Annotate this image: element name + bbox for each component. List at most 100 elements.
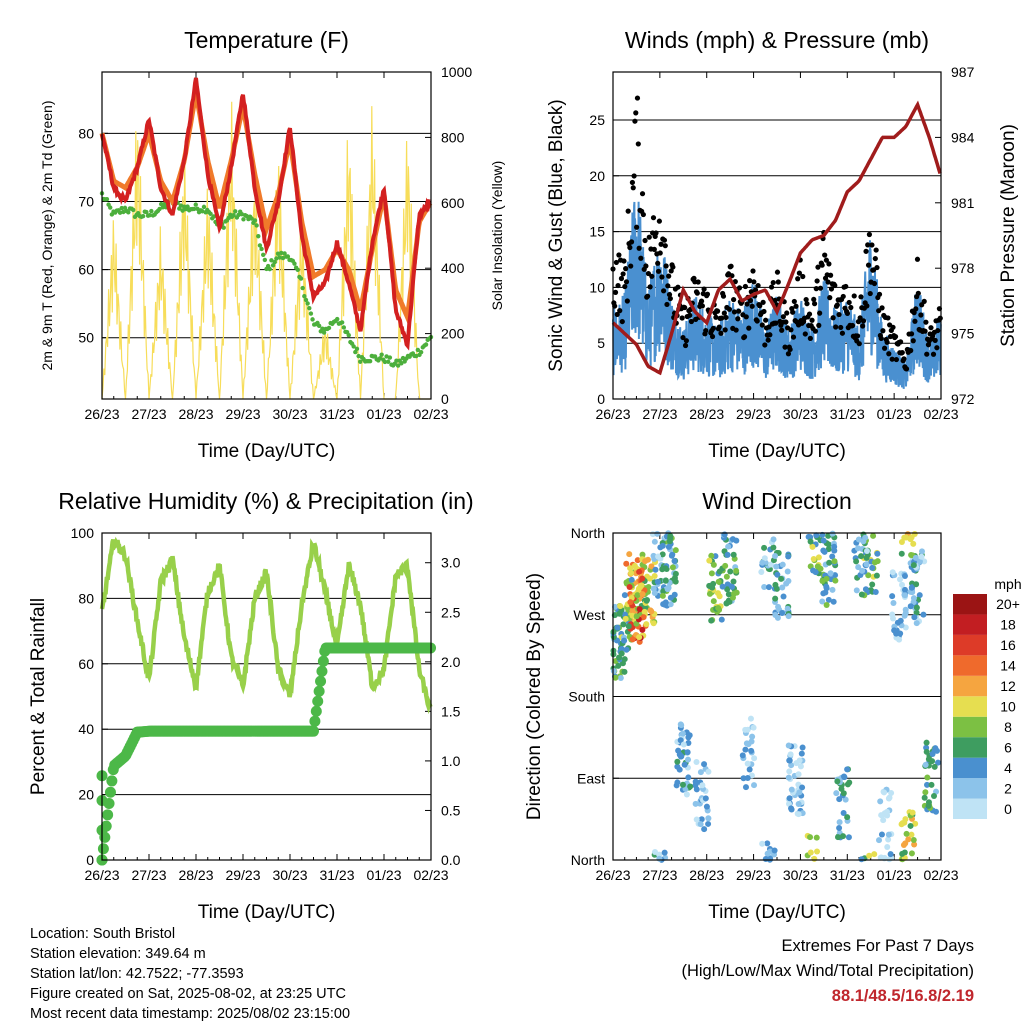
direction-point — [676, 766, 683, 773]
gust-point — [751, 279, 757, 285]
direction-point — [680, 741, 687, 748]
direction-point — [922, 761, 929, 768]
winds-y2tick-label: 975 — [951, 326, 975, 342]
direction-point — [885, 836, 892, 843]
dewpoint-point — [144, 209, 149, 215]
gust-point — [796, 270, 802, 276]
gust-point — [721, 310, 727, 316]
gust-point — [899, 349, 905, 356]
direction-point — [659, 542, 666, 549]
winds-ytick-label: 10 — [589, 279, 605, 295]
direction-point — [911, 614, 918, 621]
direction-point — [853, 558, 860, 565]
dewpoint-point — [292, 261, 297, 266]
direction-point — [617, 603, 624, 610]
direction-point — [642, 558, 649, 565]
direction-point — [640, 614, 647, 621]
winds-xtick-label: 27/23 — [642, 406, 677, 422]
gust-point — [768, 284, 775, 290]
gust-point — [903, 366, 910, 372]
gust-point — [628, 263, 634, 269]
direction-point — [731, 590, 738, 597]
winds-y2label: Station Pressure (Maroon) — [998, 124, 1019, 347]
direction-point — [773, 563, 780, 570]
direction-point — [902, 592, 909, 599]
gust-point — [747, 278, 753, 284]
gust-point — [866, 231, 873, 238]
colorbar-swatch — [953, 634, 987, 656]
station-info: Location: South Bristol Station elevatio… — [30, 924, 350, 1024]
direction-point — [701, 826, 708, 833]
gust-point — [918, 312, 924, 318]
direction-point — [911, 530, 918, 537]
direction-point — [685, 774, 692, 781]
gust-point — [633, 110, 639, 116]
gust-point — [922, 328, 928, 334]
station-latlon: Station lat/lon: 42.7522; -77.3593 — [30, 966, 244, 982]
dewpoint-point — [394, 358, 399, 363]
winds-ytick-label: 5 — [597, 335, 605, 351]
direction-point — [715, 604, 722, 611]
direction-point — [823, 583, 830, 590]
dewpoint-point — [298, 276, 304, 281]
direction-point — [715, 578, 722, 585]
gust-point — [710, 325, 716, 331]
dewpoint-point — [285, 254, 291, 259]
direction-point — [785, 613, 792, 620]
direction-title: Wind Direction — [702, 488, 852, 514]
station-location: Location: South Bristol — [30, 926, 176, 942]
direction-point — [650, 620, 657, 627]
direction-point — [770, 536, 777, 543]
gust-point — [638, 255, 644, 261]
direction-point — [786, 800, 793, 807]
direction-ytick-label: East — [577, 770, 605, 786]
dewpoint-point — [367, 359, 373, 364]
humidity-xtick-label: 28/23 — [178, 867, 213, 883]
direction-point — [759, 559, 766, 566]
winds-xtick-label: 02/23 — [923, 406, 958, 422]
direction-point — [910, 595, 917, 602]
gust-point — [867, 290, 873, 297]
direction-point — [932, 808, 939, 815]
colorbar-label: 8 — [1004, 719, 1012, 735]
direction-ytick-label: South — [568, 689, 605, 705]
dewpoint-point — [259, 246, 264, 252]
direction-panel: Wind DirectionNorthEastSouthWestNorth26/… — [524, 488, 1022, 923]
solar-insolation-line — [101, 101, 431, 400]
winds-xtick-label: 26/23 — [595, 406, 630, 422]
dewpoint-point — [157, 206, 162, 212]
direction-point — [855, 545, 862, 552]
winds-panel: Winds (mph) & Pressure (mb) 0 5 10 15 20 25 972… — [546, 27, 1019, 462]
direction-point — [626, 551, 633, 558]
direction-point — [659, 551, 666, 558]
direction-point — [795, 771, 802, 778]
gust-point — [826, 261, 832, 267]
direction-frame — [612, 532, 942, 861]
humidity-y2tick-label: 2.0 — [441, 654, 461, 670]
gust-point — [629, 179, 635, 186]
gust-point — [632, 118, 638, 124]
gust-point — [636, 245, 642, 251]
direction-point — [774, 571, 781, 578]
direction-point — [871, 851, 878, 858]
gust-point — [623, 279, 630, 285]
gust-point — [667, 295, 673, 302]
gust-point — [666, 291, 673, 298]
direction-point — [655, 553, 662, 560]
direction-point — [724, 586, 731, 593]
temperature-y2tick-label: 600 — [441, 195, 465, 211]
gust-point — [744, 301, 750, 307]
gust-point — [634, 95, 641, 101]
direction-point — [617, 675, 624, 682]
direction-point — [832, 572, 839, 579]
direction-point — [648, 563, 655, 570]
colorbar-swatch — [953, 594, 987, 615]
direction-point — [836, 796, 843, 803]
direction-point — [858, 591, 865, 598]
gust-point — [649, 273, 655, 279]
direction-point — [693, 816, 700, 823]
direction-point — [672, 547, 679, 554]
direction-point — [705, 768, 712, 775]
direction-point — [873, 572, 880, 579]
dewpoint-point — [423, 342, 429, 347]
